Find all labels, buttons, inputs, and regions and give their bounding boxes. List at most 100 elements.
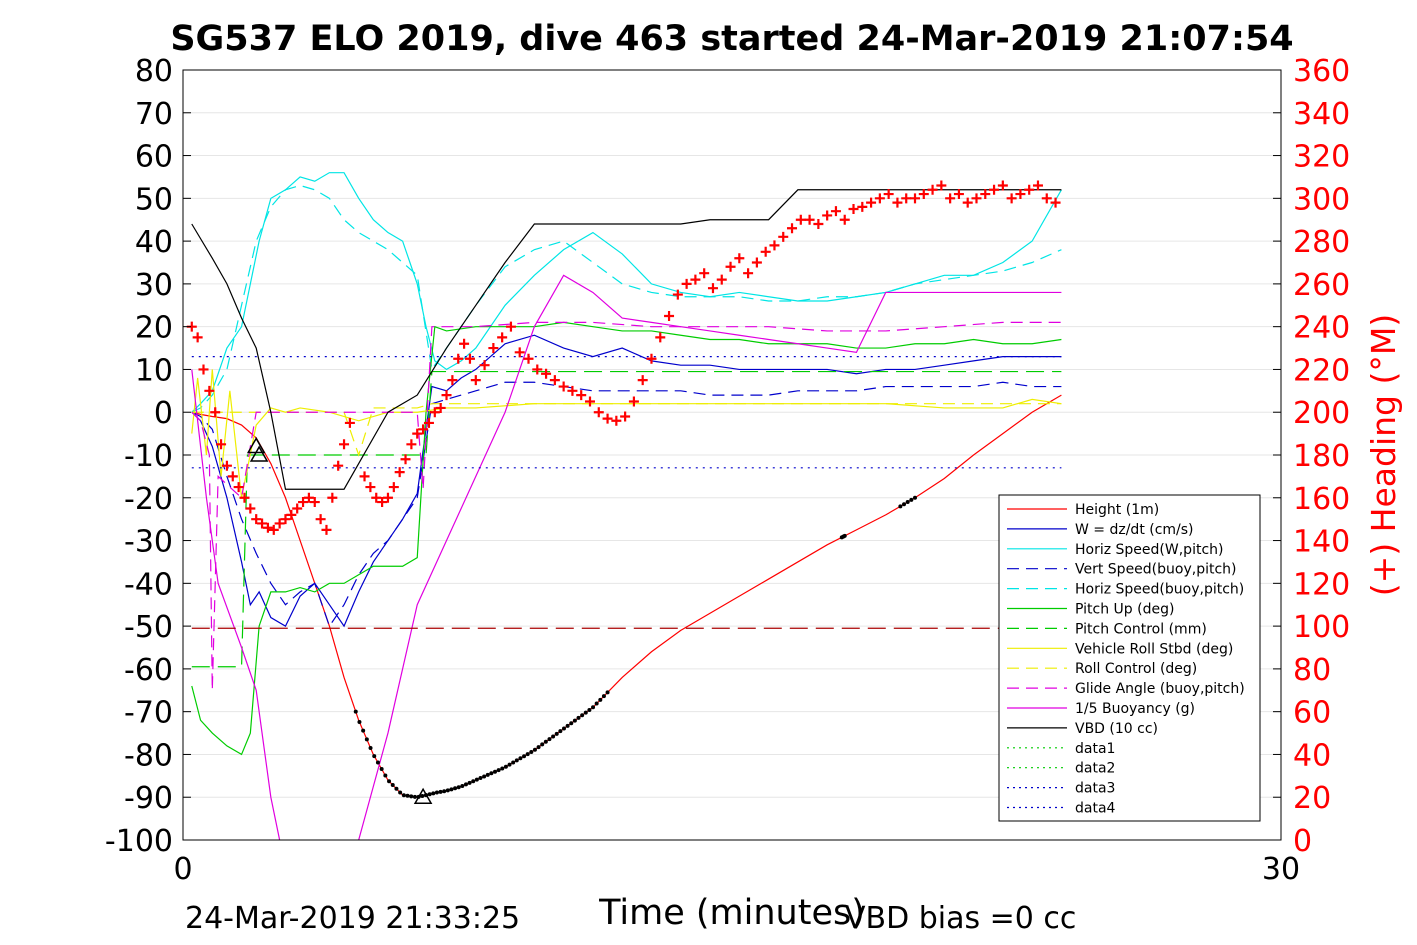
series-line <box>191 370 1062 668</box>
heading-point <box>1024 184 1035 195</box>
heading-point <box>927 184 938 195</box>
data-dot <box>532 747 537 752</box>
heading-point <box>447 375 458 386</box>
heading-point <box>280 514 291 525</box>
heading-point <box>221 460 232 471</box>
heading-point <box>1006 193 1017 204</box>
data-dot <box>558 729 563 734</box>
data-dot <box>543 739 548 744</box>
data-dot <box>463 782 468 787</box>
data-dot <box>394 786 399 791</box>
heading-point <box>1050 197 1061 208</box>
data-dot <box>398 790 403 795</box>
data-dot <box>909 497 914 502</box>
heading-point <box>707 283 718 294</box>
y-tick-label-right: 240 <box>1293 311 1350 346</box>
heading-point <box>251 514 262 525</box>
heading-point <box>292 503 303 514</box>
heading-point <box>962 197 973 208</box>
heading-point <box>497 332 508 343</box>
data-dot <box>353 709 358 714</box>
data-dot <box>518 756 523 761</box>
heading-point <box>769 240 780 251</box>
heading-point <box>441 390 452 401</box>
data-dot <box>503 764 508 769</box>
heading-point <box>327 492 338 503</box>
legend-label: W = dz/dt (cm/s) <box>1075 522 1194 538</box>
heading-point <box>309 497 320 508</box>
heading-point <box>344 417 355 428</box>
legend-label: data1 <box>1075 741 1115 757</box>
legend: Height (1m) W = dz/dt (cm/s) Horiz Speed(W… <box>998 494 1261 822</box>
heading-point <box>971 193 982 204</box>
heading-point <box>210 407 221 418</box>
y-tick-label-left: 20 <box>135 311 173 346</box>
y-tick-label-left: 40 <box>135 225 173 260</box>
y-tick-label-right: 60 <box>1293 696 1331 731</box>
y-axis-left-ticks: 80 70 60 50 40 30 20 10 0 -10 -20 -30 -40 -50 -60 -70 -8… <box>105 54 191 859</box>
footer-vbd-bias: VBD bias =0 cc <box>845 901 1076 936</box>
data-dot <box>482 774 487 779</box>
heading-point <box>359 471 370 482</box>
heading-point <box>672 289 683 300</box>
data-dot <box>583 710 588 715</box>
heading-point <box>584 396 595 407</box>
data-dot <box>364 737 369 742</box>
y-tick-label-right: 160 <box>1293 482 1350 517</box>
heading-point <box>488 343 499 354</box>
heading-point <box>857 201 868 212</box>
data-dot <box>409 794 414 799</box>
y-tick-label-left: -80 <box>124 738 173 773</box>
data-dot <box>493 769 498 774</box>
heading-point <box>848 204 859 215</box>
data-dot <box>456 785 461 790</box>
y-tick-label-left: 60 <box>135 140 173 175</box>
legend-label: Pitch Control (mm) <box>1075 621 1207 637</box>
footer-date: 24-Mar-2019 21:33:25 <box>185 901 520 936</box>
heading-point <box>980 189 991 200</box>
heading-point <box>514 347 525 358</box>
heading-point <box>734 253 745 264</box>
heading-point <box>699 268 710 279</box>
data-dot <box>401 793 406 798</box>
data-dot <box>460 784 465 789</box>
data-dot <box>554 731 559 736</box>
heading-point <box>760 246 771 257</box>
heading-point <box>936 180 947 191</box>
y-axis-right-label: (+) Heading (°M) <box>1364 314 1403 596</box>
heading-point <box>690 274 701 285</box>
y-tick-label-right: 80 <box>1293 653 1331 688</box>
data-dot <box>580 713 585 718</box>
heading-point <box>787 223 798 234</box>
heading-point <box>883 189 894 200</box>
y-tick-label-right: 200 <box>1293 396 1350 431</box>
y-tick-label-right: 0 <box>1293 824 1312 859</box>
heading-point <box>839 214 850 225</box>
y-axis-right-ticks: 3603403203002802602402202001801601401201… <box>1273 54 1350 859</box>
heading-point <box>388 482 399 493</box>
legend-label: Vert Speed(buoy,pitch) <box>1075 562 1237 578</box>
data-dot <box>467 780 472 785</box>
heading-point <box>866 197 877 208</box>
heading-point <box>655 332 666 343</box>
data-dot <box>540 742 545 747</box>
x-axis-ticks: 0 30 <box>173 832 1300 887</box>
chart-title: SG537 ELO 2019, dive 463 started 24-Mar-… <box>170 19 1293 59</box>
data-dot <box>601 694 606 699</box>
heading-point <box>532 364 543 375</box>
heading-point <box>435 402 446 413</box>
data-dot <box>449 787 454 792</box>
heading-point <box>743 268 754 279</box>
heading-point <box>286 509 297 520</box>
heading-point <box>274 518 285 529</box>
data-dot <box>453 786 458 791</box>
data-dot <box>598 697 603 702</box>
heading-point <box>620 411 631 422</box>
y-tick-label-left: -20 <box>124 482 173 517</box>
heading-point <box>804 214 815 225</box>
data-dot <box>902 502 907 507</box>
heading-point <box>628 396 639 407</box>
data-dot <box>565 723 570 728</box>
heading-point <box>479 360 490 371</box>
heading-point <box>406 439 417 450</box>
